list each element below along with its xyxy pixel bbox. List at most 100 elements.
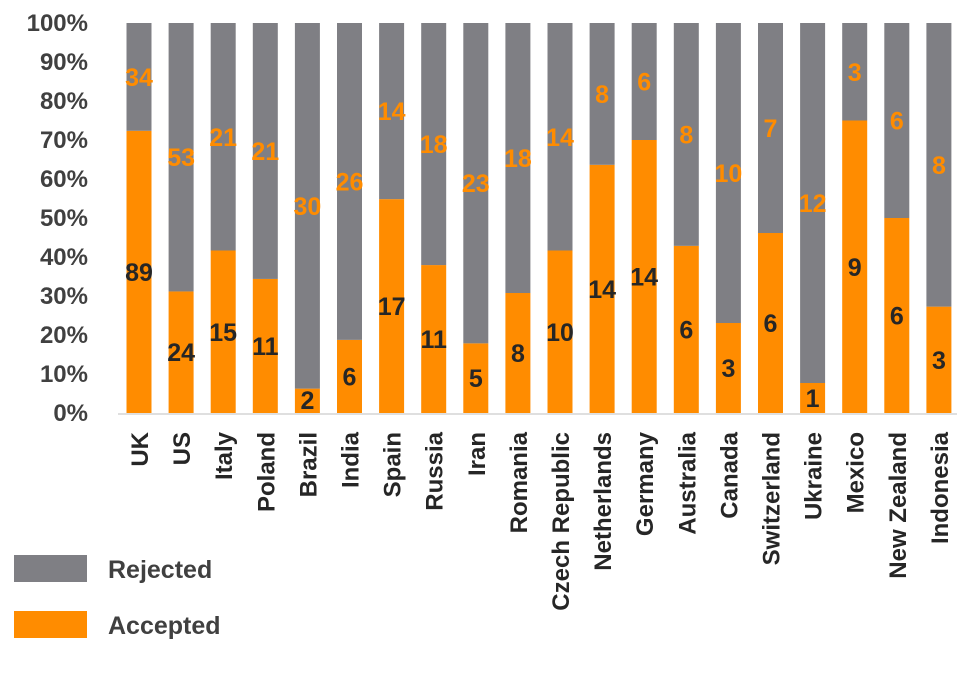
data-label-rejected: 26 <box>336 168 364 196</box>
legend-label-rejected: Rejected <box>108 556 212 584</box>
data-label-accepted: 15 <box>209 319 237 347</box>
bar-rejected <box>758 23 783 233</box>
x-tick-label: Mexico <box>843 432 870 513</box>
y-tick-label: 90% <box>40 49 88 76</box>
data-label-rejected: 18 <box>504 145 532 173</box>
data-label-rejected: 21 <box>251 138 279 166</box>
y-tick-label: 60% <box>40 166 88 193</box>
bar-rejected <box>421 23 447 266</box>
bar-accepted <box>168 291 194 413</box>
x-tick-label: Netherlands <box>590 432 617 571</box>
bar-accepted <box>421 265 447 413</box>
bar-accepted <box>505 293 531 413</box>
data-label-accepted: 6 <box>764 310 778 338</box>
data-label-rejected: 7 <box>764 115 778 143</box>
bar-accepted <box>463 343 489 413</box>
data-label-rejected: 34 <box>125 64 153 92</box>
y-tick-label: 20% <box>40 322 88 349</box>
x-tick-label: India <box>338 431 365 488</box>
y-tick-label: 70% <box>40 127 88 154</box>
x-tick-label: Poland <box>253 432 280 512</box>
x-tick-label: New Zealand <box>885 432 912 579</box>
data-label-accepted: 8 <box>511 340 525 368</box>
data-label-rejected: 10 <box>714 160 742 188</box>
x-tick-label: Italy <box>211 431 238 480</box>
bar-rejected <box>884 23 910 218</box>
data-label-rejected: 8 <box>679 121 693 149</box>
data-label-accepted: 1 <box>806 385 820 413</box>
data-label-accepted: 10 <box>546 319 574 347</box>
data-label-accepted: 9 <box>848 254 862 282</box>
legend-swatch-accepted <box>14 611 87 638</box>
y-tick-label: 30% <box>40 283 88 310</box>
bar-rejected <box>337 23 362 340</box>
bar-accepted <box>252 278 278 413</box>
bar-accepted <box>126 130 152 413</box>
data-label-rejected: 53 <box>167 144 195 172</box>
data-label-rejected: 6 <box>890 108 904 136</box>
data-label-accepted: 24 <box>167 339 195 367</box>
bar-accepted <box>210 250 236 413</box>
x-axis: UK US Italy Poland Brazil India Spain Russia Ira… <box>118 413 957 611</box>
bar-rejected <box>126 23 152 131</box>
x-tick-label: Indonesia <box>927 431 954 544</box>
bar-rejected <box>210 23 236 251</box>
bar-accepted <box>379 199 405 413</box>
data-label-accepted: 6 <box>679 316 693 344</box>
bar-rejected <box>463 23 489 344</box>
data-label-rejected: 30 <box>293 193 321 221</box>
data-label-accepted: 5 <box>469 365 483 393</box>
x-tick-label: Canada <box>716 431 743 518</box>
data-label-accepted: 17 <box>378 293 406 321</box>
x-tick-label: Iran <box>464 432 491 476</box>
y-tick-label: 0% <box>53 400 88 427</box>
bar-accepted <box>337 339 362 413</box>
data-label-rejected: 6 <box>637 69 651 97</box>
data-label-rejected: 21 <box>209 124 237 152</box>
bar-accepted <box>758 233 783 413</box>
bar-accepted <box>715 323 741 413</box>
x-tick-label: Ukraine <box>801 432 828 520</box>
x-tick-label: UK <box>127 431 154 466</box>
bar-rejected <box>673 23 699 246</box>
data-label-rejected: 8 <box>595 81 609 109</box>
bar-accepted <box>589 164 615 413</box>
y-tick-label: 10% <box>40 361 88 388</box>
data-label-accepted: 14 <box>588 276 616 304</box>
data-label-accepted: 14 <box>630 264 658 292</box>
bar-accepted <box>800 383 826 413</box>
data-label-rejected: 23 <box>462 170 490 198</box>
bar-accepted <box>926 306 952 413</box>
bar-rejected <box>926 23 952 307</box>
x-tick-label: Brazil <box>295 432 322 497</box>
data-label-rejected: 12 <box>799 190 827 218</box>
bar-accepted <box>547 250 573 413</box>
x-tick-label: Spain <box>380 432 407 497</box>
legend-swatch-rejected <box>14 555 87 582</box>
data-labels: 8934245315211121230626171411185238181014… <box>125 59 946 415</box>
bar-rejected <box>294 23 320 389</box>
data-label-accepted: 6 <box>343 363 357 391</box>
data-label-accepted: 3 <box>721 355 735 383</box>
bar-rejected <box>547 23 573 251</box>
data-label-accepted: 2 <box>300 387 314 415</box>
data-label-accepted: 11 <box>252 333 279 361</box>
bar-rejected <box>505 23 531 293</box>
x-tick-label: Australia <box>674 431 701 534</box>
bar-rejected <box>842 23 868 121</box>
data-label-rejected: 14 <box>378 98 406 126</box>
data-label-rejected: 14 <box>546 124 574 152</box>
bar-rejected <box>715 23 741 323</box>
y-tick-label: 50% <box>40 205 88 232</box>
bar-rejected <box>379 23 405 200</box>
bars <box>126 23 952 413</box>
x-tick-label: Romania <box>506 431 533 533</box>
legend-label-accepted: Accepted <box>108 612 221 640</box>
y-axis: 0% 10% 20% 30% 40% 50% 60% 70% 80% 90% 100% <box>27 10 88 427</box>
x-tick-label: Germany <box>632 431 659 536</box>
legend: Rejected Accepted <box>14 555 221 640</box>
bar-rejected <box>589 23 615 165</box>
x-tick-label: Switzerland <box>759 432 786 565</box>
data-label-accepted: 11 <box>420 326 447 354</box>
